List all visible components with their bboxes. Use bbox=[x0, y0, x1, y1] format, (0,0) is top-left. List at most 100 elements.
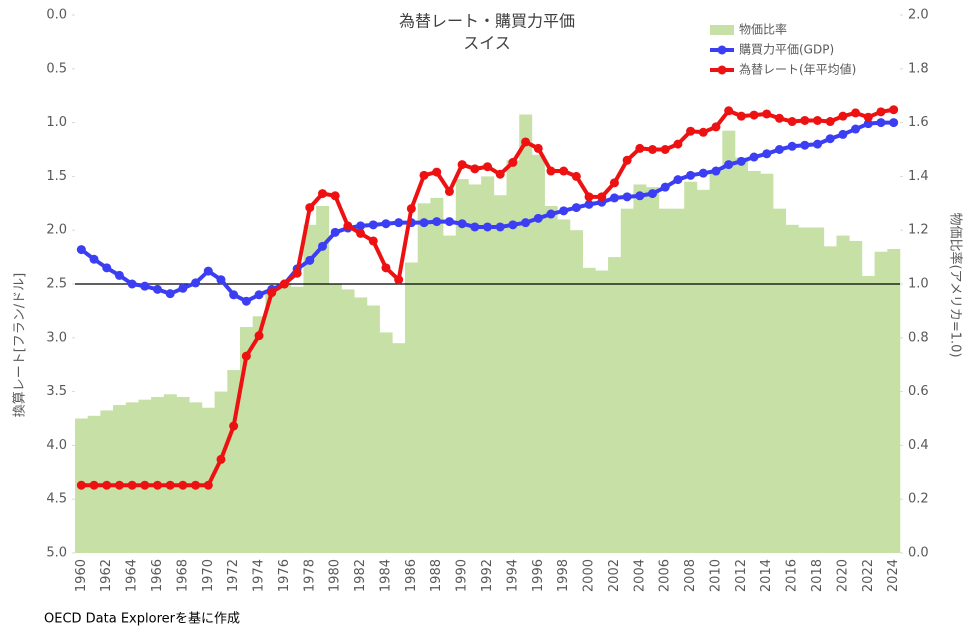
bar bbox=[823, 246, 837, 553]
line-marker bbox=[597, 192, 607, 202]
line-marker bbox=[698, 168, 708, 178]
legend-swatch bbox=[717, 45, 727, 55]
bar bbox=[658, 208, 672, 553]
y-tick-label: 2.5 bbox=[46, 277, 67, 292]
bar bbox=[709, 171, 723, 553]
line-marker bbox=[698, 127, 708, 137]
line-marker bbox=[876, 118, 886, 128]
bar bbox=[646, 187, 660, 553]
line-marker bbox=[635, 191, 645, 201]
line-marker bbox=[787, 141, 797, 151]
bar bbox=[455, 179, 469, 553]
line-marker bbox=[457, 160, 467, 170]
bar bbox=[735, 157, 748, 553]
line-marker bbox=[114, 270, 124, 280]
line-marker bbox=[165, 480, 175, 490]
x-tick-label: 2004 bbox=[632, 559, 647, 592]
bar bbox=[849, 240, 863, 553]
bar bbox=[557, 219, 571, 553]
line-marker bbox=[419, 218, 429, 228]
line-marker bbox=[711, 166, 721, 176]
bar bbox=[405, 262, 418, 553]
x-tick-label: 2016 bbox=[785, 559, 800, 592]
bar bbox=[201, 407, 215, 553]
x-tick-label: 1998 bbox=[556, 559, 571, 592]
line-marker bbox=[546, 166, 556, 176]
bar bbox=[214, 391, 228, 553]
line-marker bbox=[267, 288, 277, 298]
line-marker bbox=[356, 221, 366, 231]
line-marker bbox=[279, 279, 289, 289]
line-marker bbox=[381, 263, 391, 273]
line-marker bbox=[153, 480, 162, 490]
line-marker bbox=[622, 155, 632, 165]
y2-tick-label: 0.6 bbox=[908, 384, 929, 399]
y2-tick-label: 0.8 bbox=[908, 330, 929, 345]
line-marker bbox=[216, 275, 226, 285]
line-marker bbox=[851, 108, 861, 118]
bar bbox=[354, 297, 368, 553]
line-marker bbox=[394, 275, 404, 285]
bar bbox=[189, 402, 203, 553]
y2-axis-label: 物価比率(アメリカ=1.0) bbox=[948, 212, 964, 357]
y2-tick-label: 1.4 bbox=[908, 169, 929, 184]
line-marker bbox=[191, 480, 201, 490]
line-marker bbox=[89, 254, 99, 264]
line-marker bbox=[521, 218, 531, 228]
line-marker bbox=[863, 112, 873, 122]
bar bbox=[113, 405, 127, 553]
line-marker bbox=[686, 126, 696, 136]
line-marker bbox=[165, 289, 175, 299]
bar bbox=[570, 230, 583, 553]
line-marker bbox=[609, 193, 619, 203]
source-note: OECD Data Explorerを基に作成 bbox=[44, 612, 240, 627]
line-marker bbox=[305, 203, 315, 213]
line-marker bbox=[368, 220, 378, 230]
line-marker bbox=[432, 167, 442, 177]
x-tick-label: 1960 bbox=[74, 559, 89, 592]
bar bbox=[608, 257, 622, 553]
line-marker bbox=[825, 134, 835, 144]
line-marker bbox=[800, 115, 810, 125]
x-tick-label: 1992 bbox=[480, 559, 495, 592]
line-marker bbox=[825, 117, 835, 127]
line-marker bbox=[559, 166, 569, 176]
legend-label: 為替レート(年平均値) bbox=[739, 62, 856, 77]
line-marker bbox=[495, 222, 505, 232]
line-marker bbox=[724, 160, 734, 170]
legend-label: 物価比率 bbox=[739, 22, 787, 37]
line-marker bbox=[851, 124, 861, 134]
y-tick-label: 3.0 bbox=[46, 330, 67, 345]
line-marker bbox=[76, 245, 86, 255]
line-marker bbox=[419, 170, 429, 180]
bar bbox=[684, 181, 698, 553]
x-tick-label: 2022 bbox=[861, 559, 876, 592]
y2-tick-label: 0.2 bbox=[908, 492, 929, 507]
bar bbox=[620, 208, 634, 553]
line-marker bbox=[254, 290, 264, 300]
line-marker bbox=[800, 140, 810, 150]
bar bbox=[176, 396, 190, 553]
line-marker bbox=[749, 110, 759, 120]
line-marker bbox=[622, 192, 632, 202]
bar bbox=[595, 270, 609, 553]
bar bbox=[506, 160, 520, 553]
line-marker bbox=[571, 203, 581, 213]
line-marker bbox=[406, 204, 416, 214]
line-marker bbox=[114, 480, 124, 490]
line-marker bbox=[330, 191, 340, 201]
line-marker bbox=[241, 351, 251, 361]
line-marker bbox=[724, 106, 734, 116]
line-marker bbox=[292, 268, 302, 278]
line-marker bbox=[876, 107, 886, 117]
bar bbox=[582, 267, 596, 553]
y2-tick-label: 2.0 bbox=[908, 8, 929, 23]
bar bbox=[773, 208, 787, 553]
line-marker bbox=[660, 182, 670, 192]
line-marker bbox=[673, 175, 683, 185]
line-marker bbox=[381, 219, 391, 229]
line-marker bbox=[432, 217, 442, 227]
line-marker bbox=[368, 236, 378, 246]
line-marker bbox=[102, 263, 112, 273]
